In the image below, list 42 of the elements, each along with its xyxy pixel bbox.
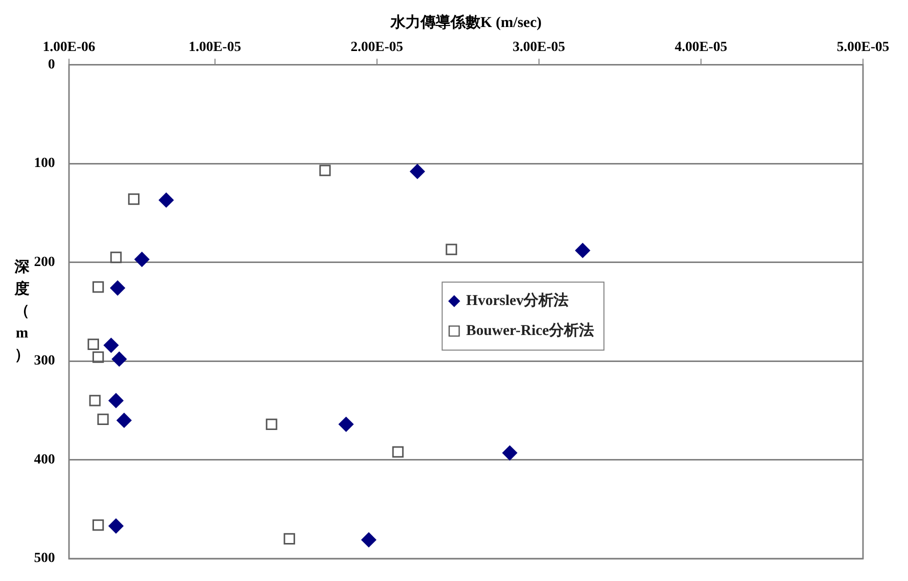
point: [97, 414, 109, 426]
x-tick-label: 5.00E-05: [836, 40, 890, 56]
point: [88, 338, 100, 350]
point: [110, 280, 126, 296]
y-tick-label: 100: [34, 156, 55, 172]
point: [108, 393, 124, 408]
y-tick-label: 200: [34, 254, 55, 270]
y-tick-label: 500: [34, 551, 55, 566]
y-tick-label: 0: [48, 57, 55, 72]
point: [446, 244, 458, 256]
x-tick-label: 2.00E-05: [350, 40, 404, 56]
point: [104, 338, 119, 353]
legend-label: Hvorslev分析法: [466, 292, 569, 309]
y-axis-title: 深度（m）: [14, 258, 30, 364]
point: [89, 394, 101, 406]
point: [319, 164, 331, 176]
point: [158, 192, 174, 208]
point: [108, 518, 124, 534]
point: [266, 418, 278, 430]
point: [134, 252, 150, 267]
point: [502, 445, 518, 460]
x-axis-title: 水力傳導係數K (m/sec): [389, 12, 542, 31]
point: [392, 446, 404, 458]
point: [92, 351, 104, 363]
point: [338, 416, 354, 432]
y-tick-label: 300: [34, 354, 55, 369]
point: [410, 164, 425, 179]
x-tick-label: 4.00E-05: [674, 40, 728, 56]
point: [110, 252, 122, 264]
x-tick-label: 3.00E-05: [512, 40, 566, 56]
x-tick-label: 1.00E-05: [188, 40, 242, 56]
point: [92, 281, 104, 293]
y-tick-label: 400: [34, 452, 55, 468]
legend-label: Bouwer-Rice分析法: [466, 322, 594, 339]
point: [92, 519, 104, 531]
point: [116, 412, 132, 428]
x-tick-label: 1.00E-06: [42, 40, 96, 56]
point: [284, 533, 296, 545]
point: [361, 532, 376, 548]
point: [112, 352, 127, 367]
point: [575, 242, 590, 258]
point: [128, 193, 140, 205]
